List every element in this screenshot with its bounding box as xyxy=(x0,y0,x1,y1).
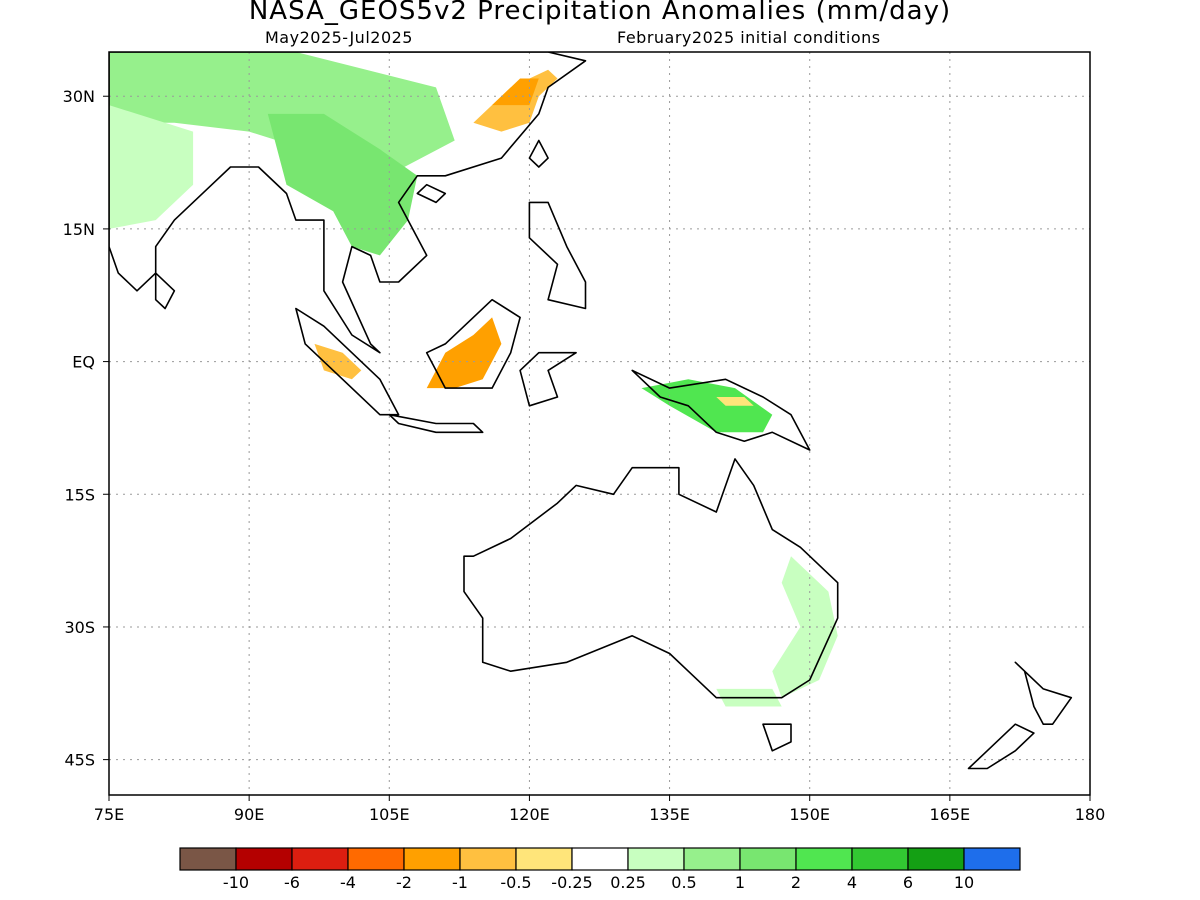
map-content xyxy=(109,52,1090,795)
colorbar-label: 10 xyxy=(954,873,974,892)
colorbar-label: -0.25 xyxy=(551,873,592,892)
colorbar-swatch xyxy=(347,847,405,871)
map-frame xyxy=(108,51,1091,796)
colorbar-label: 0.25 xyxy=(610,873,646,892)
colorbar-swatch xyxy=(515,847,573,871)
coastline-australia xyxy=(463,458,839,699)
x-tick-label: 150E xyxy=(789,805,830,824)
coastline-hainan xyxy=(416,183,447,204)
coastline-asia-mainland xyxy=(109,52,587,354)
colorbar-swatch xyxy=(739,847,797,871)
colorbar-label: -0.5 xyxy=(500,873,531,892)
colorbar-label: 4 xyxy=(847,873,857,892)
colorbar-swatch xyxy=(851,847,909,871)
x-tick-label: 135E xyxy=(649,805,690,824)
colorbar-swatch xyxy=(403,847,461,871)
x-tick-label: 165E xyxy=(930,805,971,824)
anomaly-borneo xyxy=(426,317,502,389)
map-title: NASA_GEOS5v2 Precipitation Anomalies (mm… xyxy=(248,0,952,26)
anomaly-new-guinea-dry xyxy=(716,397,754,406)
colorbar-swatch xyxy=(291,847,349,871)
colorbar-label: -4 xyxy=(340,873,356,892)
colorbar-swatch xyxy=(907,847,965,871)
colorbar-label: 6 xyxy=(903,873,913,892)
anomaly-india-west xyxy=(109,105,194,229)
colorbar-swatch xyxy=(459,847,517,871)
anomaly-indochina xyxy=(267,113,418,256)
initial-conditions: February2025 initial conditions xyxy=(617,28,881,47)
colorbar-swatch xyxy=(795,847,853,871)
colorbar-swatch xyxy=(235,847,293,871)
x-tick-label: 90E xyxy=(234,805,264,824)
colorbar-swatch xyxy=(179,847,237,871)
colorbar-label: 2 xyxy=(791,873,801,892)
coastline-philippines xyxy=(528,201,587,310)
coastline-taiwan xyxy=(528,139,549,168)
coastline-sri-lanka xyxy=(154,272,176,310)
anomaly-china-east-core xyxy=(492,78,539,106)
y-tick-label: 15N xyxy=(63,220,95,239)
forecast-period: May2025-Jul2025 xyxy=(265,28,413,47)
colorbar-swatch xyxy=(627,847,685,871)
colorbar-swatch xyxy=(963,847,1021,871)
coastline-java xyxy=(388,413,484,434)
x-tick-label: 105E xyxy=(369,805,410,824)
coastline-tasmania xyxy=(762,723,792,752)
colorbar-label: 1 xyxy=(735,873,745,892)
coastline-new-guinea-island xyxy=(631,369,811,451)
coastline-new-zealand-north xyxy=(1014,661,1073,726)
x-tick-label: 75E xyxy=(94,805,124,824)
y-tick-label: 30N xyxy=(63,87,95,106)
anomaly-new-guinea xyxy=(641,379,773,433)
colorbar-label: -2 xyxy=(396,873,412,892)
colorbar-label: -1 xyxy=(452,873,468,892)
colorbar-swatch xyxy=(683,847,741,871)
y-tick-label: EQ xyxy=(72,353,95,372)
coastline-new-zealand-south xyxy=(967,723,1035,770)
y-tick-label: 15S xyxy=(64,485,95,504)
y-tick-label: 45S xyxy=(64,751,95,770)
x-tick-label: 120E xyxy=(509,805,550,824)
colorbar-label: -6 xyxy=(284,873,300,892)
colorbar-label: -10 xyxy=(223,873,249,892)
x-tick-label: 180 xyxy=(1075,805,1106,824)
colorbar-swatch xyxy=(571,847,629,871)
colorbar-label: 0.5 xyxy=(671,873,696,892)
anomaly-sumatra-equator xyxy=(314,343,362,380)
coastline-sulawesi xyxy=(519,351,577,407)
anomaly-australia-east xyxy=(772,556,838,698)
coastline-borneo-island xyxy=(425,298,521,389)
y-tick-label: 30S xyxy=(64,618,95,637)
